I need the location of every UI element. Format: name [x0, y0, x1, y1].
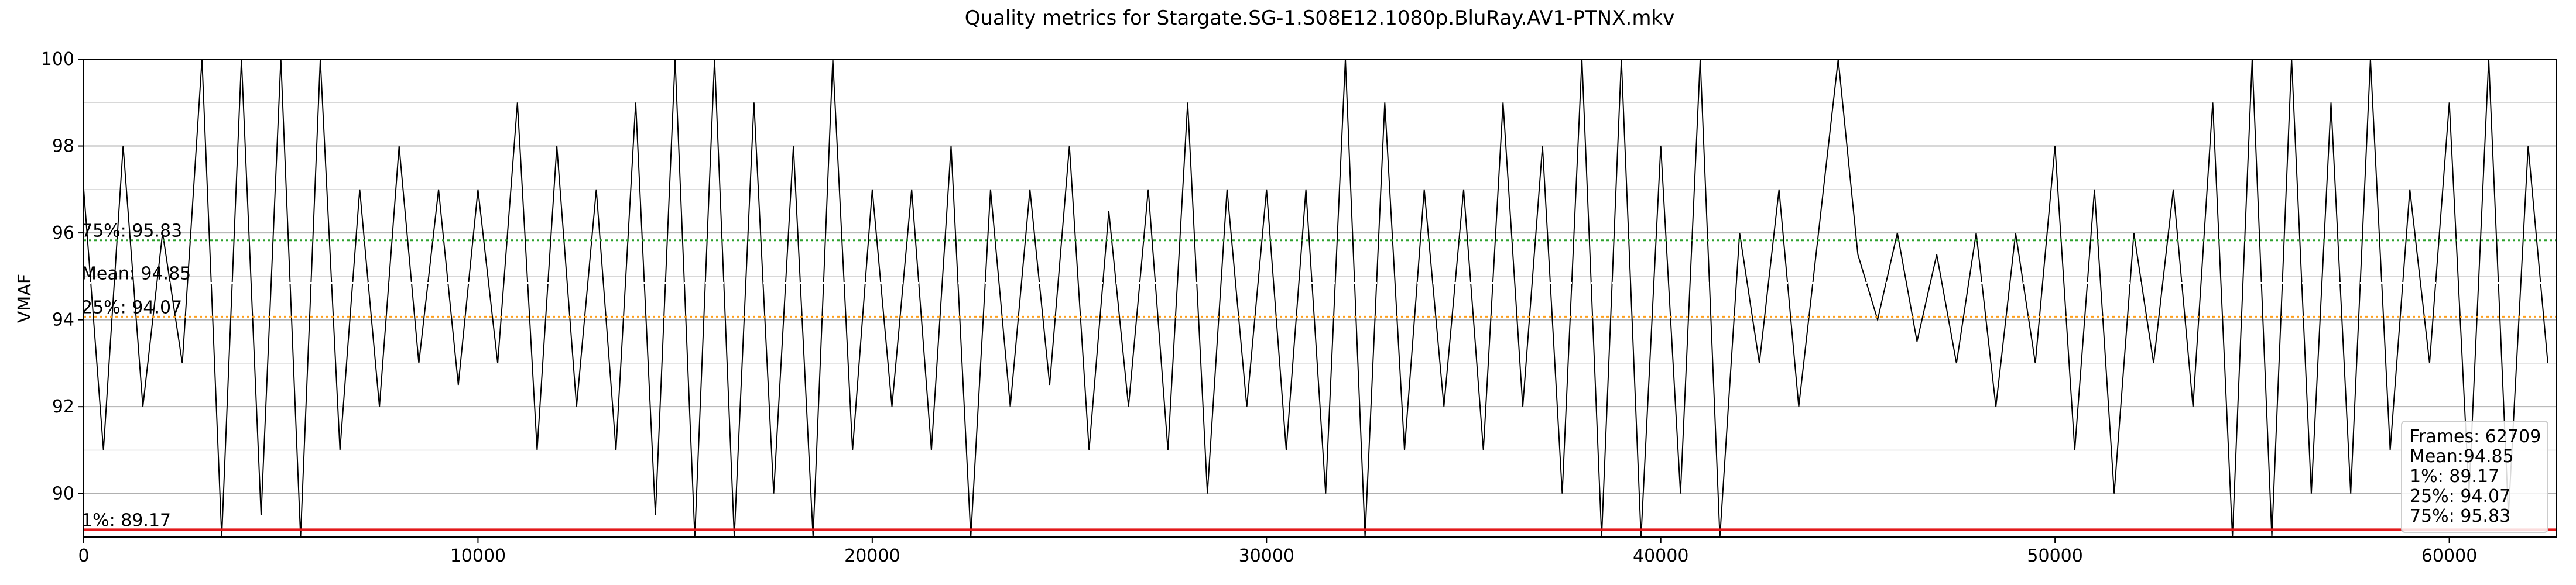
x-tick-label: 30000: [1239, 546, 1294, 566]
y-axis-label: VMAF: [15, 274, 35, 323]
y-tick-label: 98: [52, 136, 74, 157]
x-tick-label: 20000: [844, 546, 900, 566]
y-tick-label: 94: [52, 310, 74, 331]
x-tick-label: 50000: [2027, 546, 2082, 566]
x-tick-label: 60000: [2421, 546, 2477, 566]
plot-area: [84, 59, 2556, 537]
x-tick-label: 0: [78, 546, 89, 566]
y-tick-label: 100: [41, 49, 74, 70]
reference-label: 25%: 94.07: [81, 297, 182, 318]
overlay: 90 92 94 96 98 100 0 10000 20000 30000 40000 50000 6…: [41, 49, 2548, 566]
reference-label: 1%: 89.17: [81, 510, 171, 531]
chart-title: Quality metrics for Stargate.SG-1.S08E12…: [965, 6, 1675, 30]
x-tick-label: 40000: [1633, 546, 1688, 566]
stats-text: Frames: 62709: [2410, 426, 2541, 447]
reference-label: 75%: 95.83: [81, 221, 182, 242]
stats-text: 75%: 95.83: [2410, 506, 2510, 526]
stats-text: 1%: 89.17: [2410, 466, 2499, 487]
stats-box: [2401, 421, 2548, 533]
y-tick-label: 92: [52, 397, 74, 417]
reference-label: Mean: 94.85: [81, 264, 191, 284]
data-line: [84, 59, 2548, 537]
stats-text: 25%: 94.07: [2410, 486, 2510, 507]
y-tick-label: 96: [52, 223, 74, 243]
x-tick-label: 10000: [450, 546, 506, 566]
axes-frame: [83, 58, 2557, 538]
y-tick-label: 90: [52, 484, 74, 504]
stats-text: Mean:94.85: [2410, 446, 2514, 467]
